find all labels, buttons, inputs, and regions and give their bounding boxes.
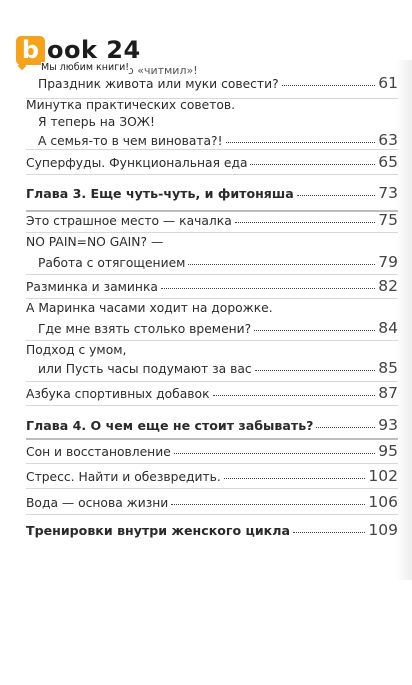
dot-leader xyxy=(316,417,376,428)
toc-line: или Пусть часы подумают за вас 85 xyxy=(38,359,398,377)
toc-entry-title: Вода — основа жизни xyxy=(26,496,169,510)
toc-line: NO PAIN=NO GAIN? — xyxy=(26,235,398,253)
toc-page-number: 95 xyxy=(378,442,398,460)
toc-line: Где мне взять столько времени? 84 xyxy=(38,319,398,337)
toc-page-number: 102 xyxy=(368,467,398,485)
toc-line: А Маринка часами ходит на дорожке. xyxy=(26,301,398,319)
dot-leader xyxy=(225,132,376,143)
toc-page-number: 61 xyxy=(378,74,398,92)
dot-leader xyxy=(250,154,376,165)
toc-divider xyxy=(26,174,398,175)
toc-line: Суперфуды. Функциональная еда 65 xyxy=(26,153,398,171)
toc-line: Я теперь на ЗОЖ! xyxy=(38,115,398,133)
toc-entry-title: Стресс. Найти и обезвредить. xyxy=(26,470,221,484)
toc-line: Разминка и заминка 82 xyxy=(26,277,398,295)
toc-page-number: 63 xyxy=(378,131,398,149)
toc-divider xyxy=(26,210,398,212)
toc-divider xyxy=(26,488,398,489)
dot-leader xyxy=(281,75,376,86)
toc-page-number: 85 xyxy=(378,359,398,377)
toc-divider xyxy=(26,232,398,233)
dot-leader xyxy=(188,254,376,265)
toc-entry-title: А Маринка часами ходит на дорожке. xyxy=(26,301,273,315)
logo-wordmark: ook 24 xyxy=(47,36,141,64)
toc-line: Глава 3. Еще чуть-чуть, и фитоняша 73 xyxy=(26,184,398,202)
toc-entry-title: Минутка практических советов. xyxy=(26,98,236,112)
book24-logo[interactable]: b ook 24 xyxy=(16,33,141,67)
toc-page-number: 106 xyxy=(368,493,398,511)
toc-entry-title: Тренировки внутри женского цикла xyxy=(26,523,290,538)
toc-divider xyxy=(26,381,398,382)
toc-line: Работа с отягощением 79 xyxy=(38,253,398,271)
toc-divider xyxy=(26,340,398,341)
toc-entry-title: Глава 4. О чем еще не стоит забывать? xyxy=(26,418,314,433)
toc-divider xyxy=(26,405,398,406)
toc-line: Подход с умом, xyxy=(26,343,398,361)
occluded-text-tail: о «читмил»! xyxy=(127,64,198,77)
toc-line: А семья-то в чем виновата?! 63 xyxy=(38,131,398,149)
toc-divider xyxy=(26,274,398,275)
toc-line: Это страшное место — качалка 75 xyxy=(26,211,398,229)
toc-page-number: 84 xyxy=(378,319,398,337)
dot-leader xyxy=(254,320,376,331)
toc-divider xyxy=(26,514,398,515)
toc-entry-title: или Пусть часы подумают за вас xyxy=(38,362,252,376)
dot-leader xyxy=(292,522,366,533)
toc-entry-title: Сон и восстановление xyxy=(26,445,171,459)
logo-b-badge: b xyxy=(16,35,45,65)
toc-page-number: 73 xyxy=(378,184,398,202)
toc-divider xyxy=(26,438,398,440)
toc-line: Азбука спортивных добавок 87 xyxy=(26,384,398,402)
toc-entry-title: Где мне взять столько времени? xyxy=(38,322,252,336)
toc-divider xyxy=(26,463,398,464)
dot-leader xyxy=(223,468,366,479)
toc-entry-title: А семья-то в чем виновата?! xyxy=(38,134,223,148)
toc-line: Минутка практических советов. xyxy=(26,98,398,116)
toc-divider xyxy=(26,298,398,299)
dot-leader xyxy=(160,278,376,289)
page-edge-shadow xyxy=(396,60,412,580)
toc-page-number: 109 xyxy=(368,521,398,539)
toc-line: Глава 4. О чем еще не стоит забывать? 93 xyxy=(26,416,398,434)
toc-line: Сон и восстановление 95 xyxy=(26,442,398,460)
toc-entry-title: Азбука спортивных добавок xyxy=(26,387,210,401)
dot-leader xyxy=(171,494,366,505)
toc-divider xyxy=(26,98,398,99)
toc-line: Вода — основа жизни 106 xyxy=(26,493,398,511)
toc-entry-title: Это страшное место — качалка xyxy=(26,214,232,228)
toc-entry-title: Подход с умом, xyxy=(26,343,127,357)
toc-entry-title: Разминка и заминка xyxy=(26,280,158,294)
toc-page-number: 93 xyxy=(378,416,398,434)
dot-leader xyxy=(234,212,376,223)
toc-entry-title: Суперфуды. Функциональная еда xyxy=(26,156,248,170)
toc-page-number: 87 xyxy=(378,384,398,402)
dot-leader xyxy=(173,443,376,454)
toc-entry-title: Я теперь на ЗОЖ! xyxy=(38,115,155,129)
toc-entry-title: Глава 3. Еще чуть-чуть, и фитоняша xyxy=(26,186,294,201)
dot-leader xyxy=(212,385,376,396)
toc-page-number: 79 xyxy=(378,253,398,271)
dot-leader xyxy=(254,360,376,371)
toc-entry-title: Праздник живота или муки совести? xyxy=(38,77,279,91)
toc-line: Праздник живота или муки совести? 61 xyxy=(38,74,398,92)
toc-entry-title: NO PAIN=NO GAIN? — xyxy=(26,235,164,249)
toc-page-number: 82 xyxy=(378,277,398,295)
toc-divider xyxy=(26,149,398,150)
dot-leader xyxy=(296,185,376,196)
toc-page-number: 65 xyxy=(378,153,398,171)
toc-entry-title: Работа с отягощением xyxy=(38,256,186,270)
toc-line: Тренировки внутри женского цикла 109 xyxy=(26,521,398,539)
logo-slogan: Мы любим книги! xyxy=(41,62,131,73)
toc-page-number: 75 xyxy=(378,211,398,229)
toc-line: Стресс. Найти и обезвредить. 102 xyxy=(26,467,398,485)
